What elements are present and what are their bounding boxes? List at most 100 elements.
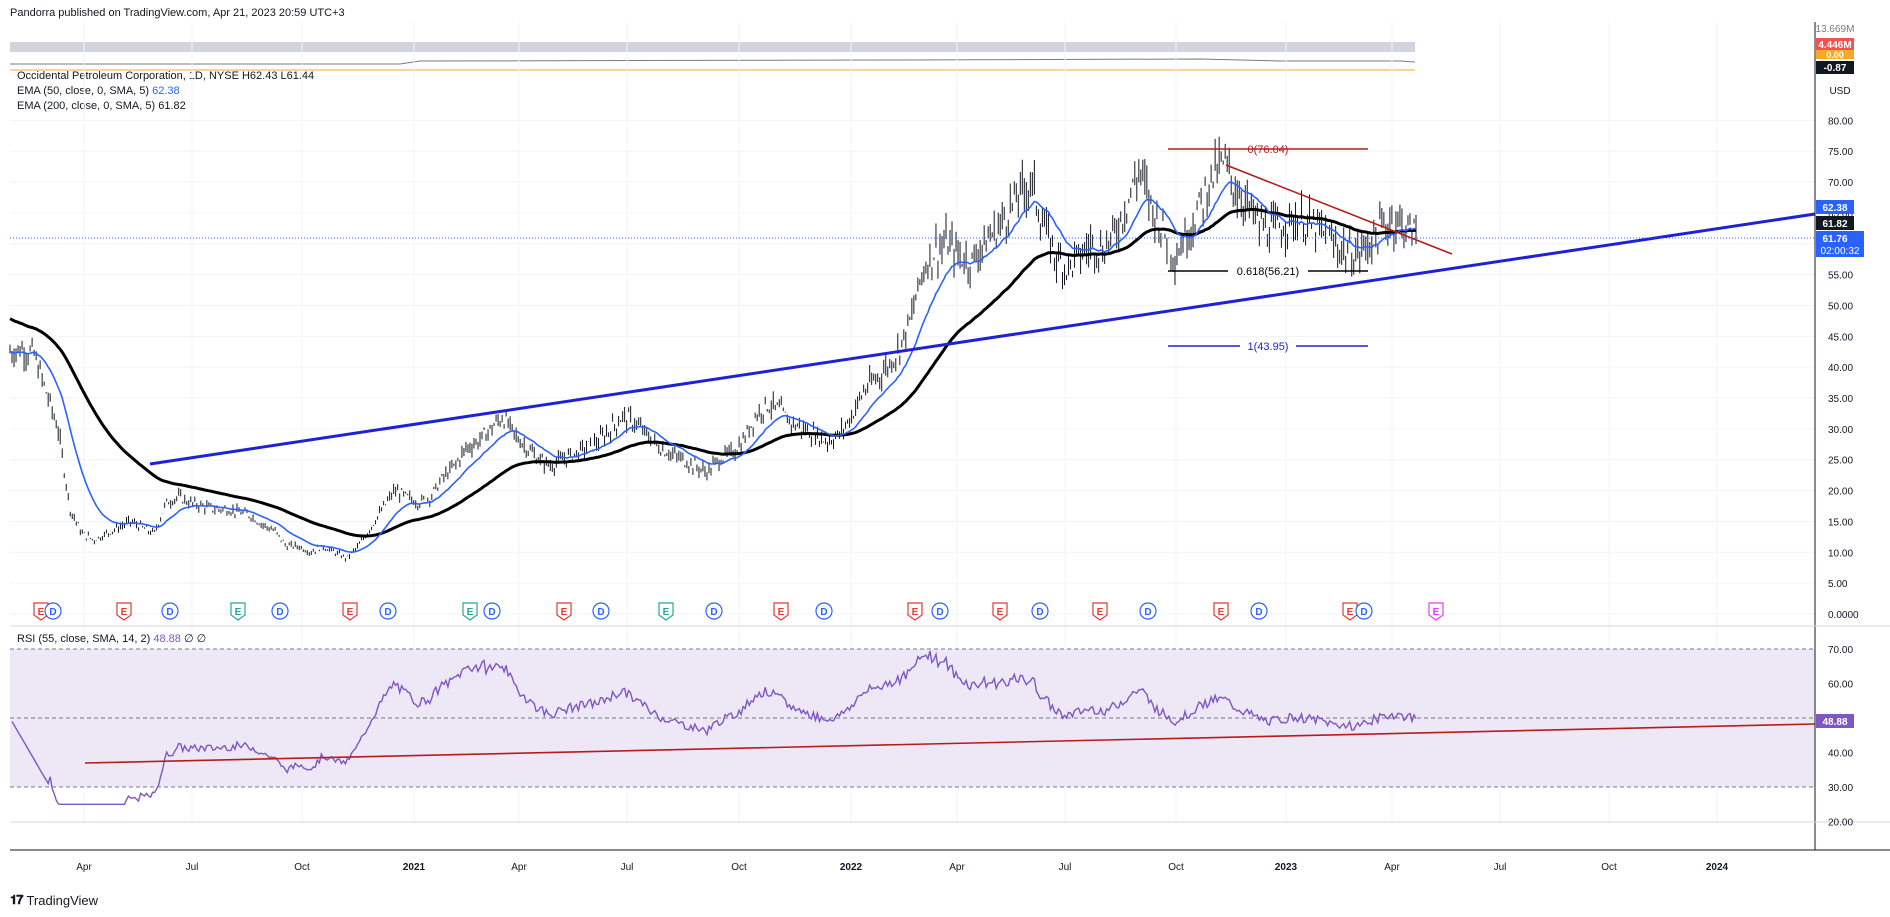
earnings-icon[interactable] bbox=[773, 602, 789, 621]
dividend-icon[interactable] bbox=[44, 602, 62, 620]
rsi-legend[interactable]: RSI (55, close, SMA, 14, 2) 48.88 ∅ ∅ bbox=[17, 632, 206, 645]
event-marker-letter: D bbox=[1144, 607, 1151, 618]
volume-badge-3: 0.00 bbox=[1826, 50, 1844, 60]
rsi-tick-label: 40.00 bbox=[1828, 749, 1853, 760]
volume-badge-3-bg bbox=[1816, 50, 1854, 59]
symbol-legend-text: Occidental Petroleum Corporation, 1D, NY… bbox=[17, 70, 315, 82]
earnings-icon[interactable] bbox=[1213, 602, 1229, 621]
event-marker-letter: D bbox=[1255, 607, 1262, 618]
price-tick-label: 0.0000 bbox=[1828, 610, 1859, 621]
price-tick-label: 50.00 bbox=[1828, 301, 1853, 312]
time-tick-label: 2023 bbox=[1275, 862, 1298, 873]
time-tick-label: Jul bbox=[1494, 862, 1507, 873]
event-marker-letter: D bbox=[1036, 607, 1043, 618]
ema200-legend[interactable]: EMA (200, close, 0, SMA, 5) 61.82 bbox=[17, 100, 186, 112]
symbol-legend[interactable]: Occidental Petroleum Corporation, 1D, NY… bbox=[17, 70, 314, 82]
earnings-icon[interactable] bbox=[658, 602, 674, 621]
price-tick-label: 70.00 bbox=[1828, 178, 1853, 189]
ema50-badge: 62.38 bbox=[1822, 203, 1847, 214]
ema200-line[interactable] bbox=[9, 207, 1417, 538]
tradingview-logo-icon: 𝟏𝟕 bbox=[10, 892, 24, 907]
earnings-icon[interactable] bbox=[1342, 602, 1358, 621]
ema50-legend-label: EMA (50, close, 0, SMA, 5) bbox=[17, 85, 150, 97]
dividend-icon[interactable] bbox=[1355, 602, 1373, 620]
price-tick-label: 75.00 bbox=[1828, 147, 1853, 158]
earnings-icon[interactable] bbox=[1092, 602, 1108, 621]
rsi-line[interactable] bbox=[11, 650, 1417, 805]
event-marker-letter: E bbox=[121, 607, 128, 618]
ema50-legend[interactable]: EMA (50, close, 0, SMA, 5) 62.38 bbox=[17, 85, 180, 97]
price-tick-label: 40.00 bbox=[1828, 363, 1853, 374]
time-tick-label: 2022 bbox=[840, 862, 863, 873]
rsi-tick-label: 70.00 bbox=[1828, 645, 1853, 656]
event-marker-letter: D bbox=[49, 607, 56, 618]
rsi-trend-line[interactable] bbox=[84, 723, 1816, 764]
price-tick-label: 20.00 bbox=[1828, 487, 1853, 498]
dividend-icon[interactable] bbox=[483, 602, 501, 620]
earnings-icon[interactable] bbox=[556, 602, 572, 621]
price-badges: 62.38 61.82 61.76 02:00:32 48.88 bbox=[1816, 200, 1864, 728]
earnings-icon[interactable] bbox=[342, 602, 358, 621]
fibonacci-retracement[interactable]: 0(76.04) 0.618(56.21) 1(43.95) bbox=[1168, 144, 1368, 353]
dividend-icon[interactable] bbox=[815, 602, 833, 620]
rsi-tick-label: 30.00 bbox=[1828, 783, 1853, 794]
tradingview-logo-text: TradingView bbox=[26, 892, 99, 908]
event-marker-letter: D bbox=[384, 607, 391, 618]
earnings-icon[interactable] bbox=[907, 602, 923, 621]
dividend-icon[interactable] bbox=[161, 602, 179, 620]
dividend-icon[interactable] bbox=[931, 602, 949, 620]
time-tick-label: 2021 bbox=[403, 862, 426, 873]
fib-level-1-label-bg bbox=[1240, 338, 1296, 352]
dividend-icon[interactable] bbox=[1139, 602, 1157, 620]
ema200-badge-bg bbox=[1816, 216, 1854, 230]
price-axis[interactable]: 80.0075.0070.0065.0060.0055.0050.0045.00… bbox=[1828, 116, 1859, 621]
earnings-icon[interactable] bbox=[462, 602, 478, 621]
volume-badge-2: 4.446M bbox=[1818, 40, 1851, 51]
price-tick-label: 5.00 bbox=[1828, 579, 1848, 590]
price-tick-label: 55.00 bbox=[1828, 271, 1853, 282]
fib-level-0-label: 0(76.04) bbox=[1248, 144, 1289, 156]
earnings-icon[interactable] bbox=[116, 602, 132, 621]
dividend-icon[interactable] bbox=[1250, 602, 1268, 620]
event-marker-letter: E bbox=[1218, 607, 1225, 618]
price-tick-label: 65.00 bbox=[1828, 209, 1853, 220]
last-price-badge: 61.76 bbox=[1822, 234, 1847, 245]
price-tick-label: 10.00 bbox=[1828, 548, 1853, 559]
time-tick-label: Apr bbox=[76, 862, 92, 873]
earnings-icon[interactable] bbox=[1428, 602, 1444, 621]
time-axis[interactable]: Apr Jul Oct 2021 Apr Jul Oct 2022 Apr Jul Oct 2023 A… bbox=[76, 862, 1728, 873]
long-trend-line[interactable] bbox=[149, 212, 1816, 466]
down-trend-line[interactable] bbox=[1225, 164, 1453, 255]
dividend-icon[interactable] bbox=[705, 602, 723, 620]
tradingview-logo[interactable]: 𝟏𝟕 TradingView bbox=[10, 892, 98, 908]
earnings-icon[interactable] bbox=[230, 602, 246, 621]
dividend-icon[interactable] bbox=[592, 602, 610, 620]
volume-badges: 13.669M 4.446M 0.00 -0.87 bbox=[1816, 22, 1854, 74]
event-marker-letter: E bbox=[1097, 607, 1104, 618]
time-tick-label: Oct bbox=[731, 862, 747, 873]
ema200-legend-value: 61.82 bbox=[158, 100, 186, 112]
countdown-badge: 02:00:32 bbox=[1821, 246, 1860, 257]
event-marker-letter: E bbox=[347, 607, 354, 618]
earnings-icon[interactable] bbox=[992, 602, 1008, 621]
event-marker-letter: E bbox=[38, 607, 45, 618]
ema50-badge-bg bbox=[1816, 200, 1854, 214]
time-tick-label: Apr bbox=[1384, 862, 1400, 873]
fib-level-0618-label-bg bbox=[1228, 263, 1308, 277]
earnings-icon[interactable] bbox=[33, 602, 49, 621]
volume-strip bbox=[10, 42, 1415, 52]
ema50-line[interactable] bbox=[9, 181, 1417, 553]
event-marker-letter: E bbox=[778, 607, 785, 618]
time-tick-label: Oct bbox=[1601, 862, 1617, 873]
time-tick-label: Jul bbox=[621, 862, 634, 873]
rsi-legend-value: 48.88 bbox=[153, 633, 181, 645]
ema200-badge: 61.82 bbox=[1822, 219, 1847, 230]
dividend-icon[interactable] bbox=[379, 602, 397, 620]
dividend-icon[interactable] bbox=[271, 602, 289, 620]
dividend-icon[interactable] bbox=[1031, 602, 1049, 620]
ema50-legend-value: 62.38 bbox=[152, 85, 180, 97]
volume-ma-line bbox=[10, 58, 1416, 65]
